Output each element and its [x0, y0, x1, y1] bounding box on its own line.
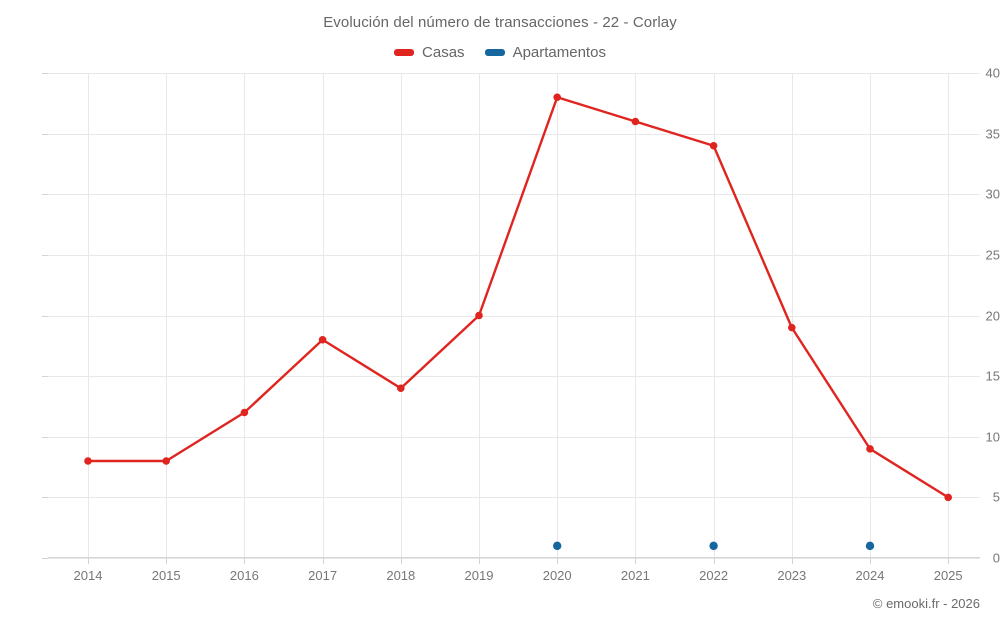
- x-axis-tick-mark: [166, 558, 168, 564]
- data-point-casas[interactable]: [240, 408, 249, 417]
- x-axis-tick-mark: [479, 558, 480, 564]
- x-axis-tick-label: 2017: [308, 568, 338, 583]
- data-point-casas[interactable]: [475, 311, 483, 320]
- x-axis-tick-mark: [948, 558, 950, 564]
- data-point-apartamentos[interactable]: [865, 541, 875, 551]
- y-axis-tick-mark: [42, 558, 48, 559]
- x-axis-line: [48, 557, 980, 558]
- grid-line-horizontal: [48, 315, 980, 317]
- y-axis-tick-label: 40: [985, 65, 1000, 81]
- plot-area: [48, 73, 980, 559]
- y-axis-tick-label: 30: [985, 186, 1000, 202]
- x-axis-tick-label: 2018: [386, 568, 416, 583]
- chart-legend: Casas Apartamentos: [0, 44, 1000, 61]
- x-axis-tick-mark: [557, 558, 559, 564]
- data-point-casas[interactable]: [709, 141, 718, 150]
- y-axis-tick-mark: [42, 254, 48, 256]
- grid-line-vertical: [88, 73, 89, 558]
- x-axis-tick-label: 2021: [620, 568, 650, 583]
- grid-line-vertical: [244, 73, 246, 558]
- x-axis-tick-label: 2024: [855, 568, 885, 583]
- grid-line-vertical: [948, 73, 950, 558]
- x-axis-tick-label: 2020: [542, 568, 572, 583]
- grid-line-horizontal: [48, 194, 980, 196]
- data-point-casas[interactable]: [788, 323, 796, 332]
- data-point-casas[interactable]: [944, 493, 952, 502]
- grid-line-vertical: [870, 73, 871, 558]
- x-axis-tick-mark: [791, 558, 793, 564]
- x-axis-tick-label: 2019: [464, 568, 494, 583]
- y-axis-tick-mark: [42, 73, 48, 74]
- x-axis-tick-mark: [400, 558, 402, 564]
- x-axis-tick-label: 2025: [933, 568, 963, 583]
- grid-line-horizontal: [48, 73, 980, 74]
- y-axis-tick-mark: [42, 497, 48, 499]
- y-axis-tick-mark: [42, 315, 48, 317]
- footer-credit: © emooki.fr - 2026: [872, 596, 980, 611]
- data-point-apartamentos[interactable]: [709, 541, 718, 551]
- legend-label-apartamentos: Apartamentos: [512, 44, 606, 61]
- y-axis-tick-mark: [42, 376, 48, 378]
- x-axis-tick-mark: [88, 558, 89, 564]
- x-axis-tick-label: 2014: [73, 568, 103, 583]
- data-point-casas[interactable]: [397, 384, 405, 393]
- data-point-casas[interactable]: [553, 93, 561, 102]
- grid-line-vertical: [557, 73, 559, 558]
- x-axis-tick-mark: [322, 558, 324, 564]
- y-axis-tick-label: 25: [985, 247, 1000, 263]
- x-axis-tick-mark: [870, 558, 871, 564]
- grid-line-horizontal: [48, 254, 980, 256]
- legend-item-apartamentos[interactable]: Apartamentos: [484, 44, 606, 61]
- x-axis-tick-label: 2016: [229, 568, 259, 583]
- y-axis-tick-label: 5: [992, 489, 1000, 505]
- y-axis-tick-label: 35: [985, 126, 1000, 142]
- grid-line-horizontal: [48, 497, 980, 499]
- y-axis-tick-label: 0: [992, 550, 1000, 566]
- legend-item-casas[interactable]: Casas: [394, 44, 465, 61]
- x-axis-tick-label: 2015: [151, 568, 181, 583]
- grid-line-vertical: [166, 73, 168, 558]
- data-point-casas[interactable]: [866, 445, 874, 453]
- y-axis-tick-label: 20: [985, 308, 1000, 323]
- y-axis-tick-mark: [42, 194, 48, 196]
- y-axis: [0, 0, 48, 625]
- data-point-casas[interactable]: [318, 335, 327, 344]
- grid-line-vertical: [400, 73, 402, 558]
- series-line-casas: [86, 96, 950, 499]
- data-point-apartamentos[interactable]: [553, 541, 562, 551]
- legend-swatch-apartamentos: [484, 49, 505, 56]
- grid-line-vertical: [635, 73, 637, 558]
- y-axis-tick-mark: [42, 133, 48, 135]
- grid-line-vertical: [322, 73, 324, 558]
- chart-title: Evolución del número de transacciones - …: [323, 14, 677, 31]
- grid-line-horizontal: [48, 436, 980, 438]
- data-point-casas[interactable]: [162, 457, 170, 465]
- x-axis-tick-mark: [635, 558, 637, 564]
- grid-line-vertical: [713, 73, 715, 558]
- data-series-layer: [84, 93, 952, 551]
- grid-line-horizontal: [48, 133, 980, 135]
- x-axis-tick-label: 2023: [777, 568, 807, 583]
- y-axis-tick-label: 10: [985, 429, 1000, 445]
- legend-label-casas: Casas: [422, 44, 465, 61]
- y-axis-tick-label: 15: [985, 368, 1000, 384]
- y-axis-tick-mark: [42, 436, 48, 438]
- x-axis-tick-mark: [244, 558, 246, 564]
- x-axis-tick-mark: [713, 558, 715, 564]
- grid-line-horizontal: [48, 558, 980, 559]
- data-point-casas[interactable]: [84, 457, 92, 465]
- legend-swatch-casas: [394, 49, 415, 56]
- x-axis-tick-label: 2022: [699, 568, 729, 583]
- data-point-casas[interactable]: [631, 117, 640, 126]
- grid-line-horizontal: [48, 376, 980, 378]
- grid-line-vertical: [791, 73, 793, 558]
